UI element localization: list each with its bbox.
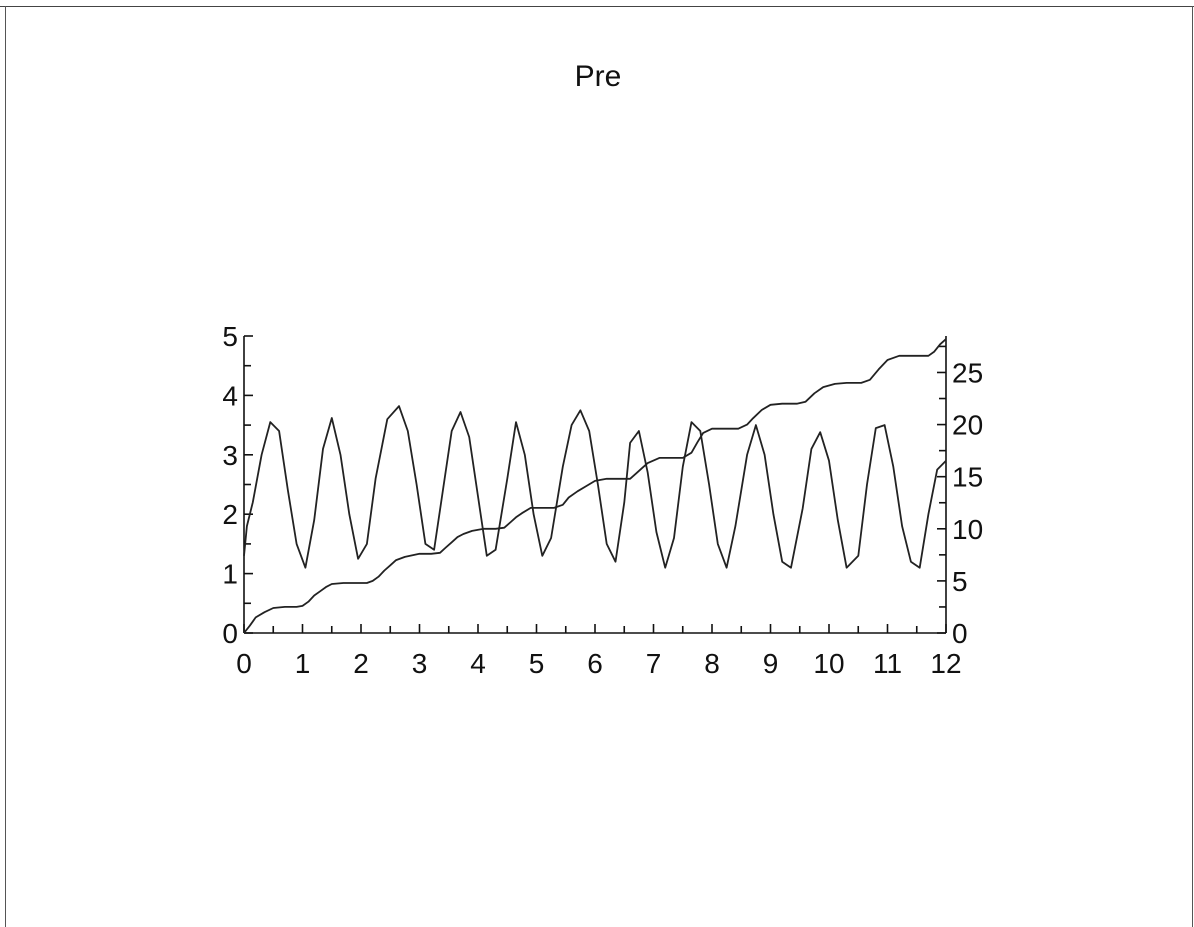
x-tick-label: 4 <box>470 648 486 679</box>
x-tick-label: 12 <box>930 648 961 679</box>
y2-tick-label: 25 <box>952 357 983 388</box>
x-tick-label: 6 <box>587 648 603 679</box>
y-tick-label: 1 <box>222 559 238 590</box>
chart-title: Pre <box>575 60 622 93</box>
x-tick-label: 1 <box>295 648 311 679</box>
y2-tick-label: 0 <box>952 618 968 649</box>
y-tick-label: 5 <box>222 321 238 352</box>
x-tick-label: 3 <box>412 648 428 679</box>
y2-tick-label: 20 <box>952 410 983 441</box>
y-tick-label: 2 <box>222 499 238 530</box>
y-tick-label: 3 <box>222 440 238 471</box>
x-tick-label: 9 <box>763 648 779 679</box>
oscillation-series-line <box>243 405 947 569</box>
x-tick-label: 11 <box>873 648 902 679</box>
x-tick-label: 0 <box>236 648 252 679</box>
cumulative-series-line <box>243 338 947 634</box>
x-tick-label: 5 <box>529 648 545 679</box>
y2-tick-label: 5 <box>952 566 968 597</box>
frame-top-border <box>0 6 1194 7</box>
chart-axes <box>243 336 947 634</box>
x-tick-label: 2 <box>353 648 369 679</box>
frame-left-border <box>5 6 6 927</box>
chart-series <box>243 338 947 634</box>
x-tick-label: 10 <box>813 648 844 679</box>
y2-tick-label: 15 <box>952 462 983 493</box>
y-tick-label: 4 <box>222 380 238 411</box>
x-tick-label: 8 <box>704 648 720 679</box>
x-tick-label: 7 <box>646 648 662 679</box>
y-tick-label: 0 <box>222 618 238 649</box>
frame-right-border <box>1192 6 1193 927</box>
y2-tick-label: 10 <box>952 514 983 545</box>
